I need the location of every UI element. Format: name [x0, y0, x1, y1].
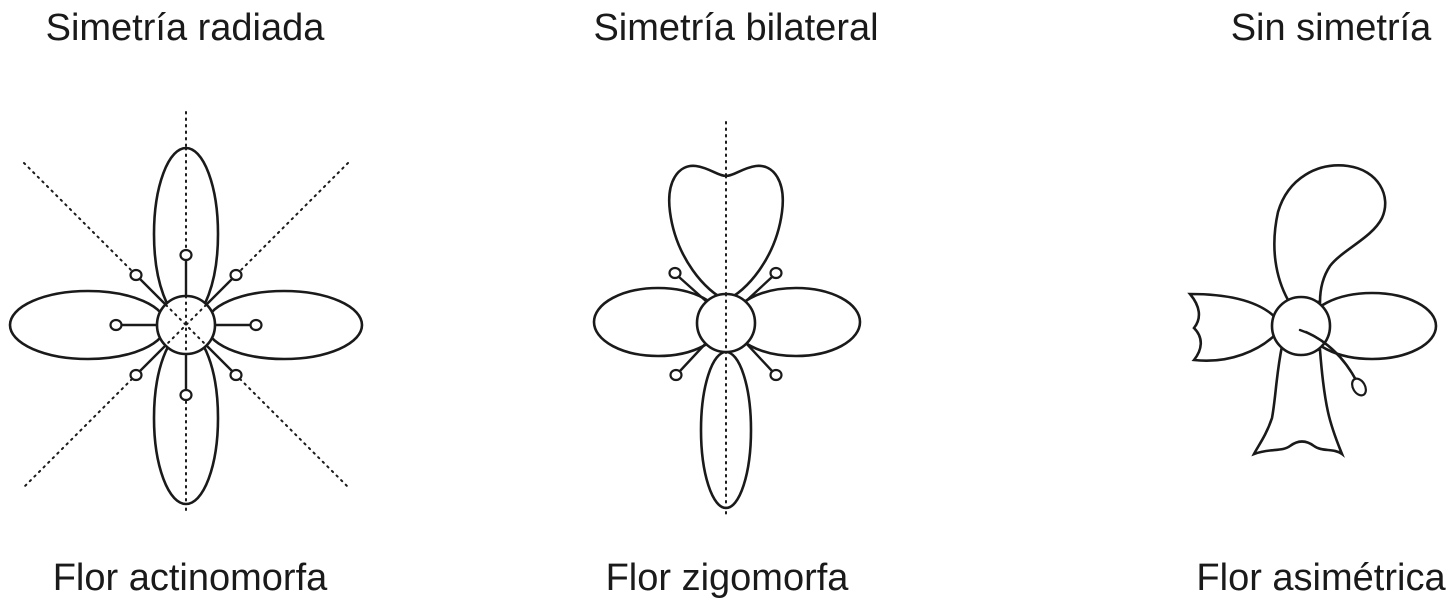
anther [229, 268, 243, 282]
panel-title: Sin simetría [1230, 7, 1432, 49]
anther [1351, 377, 1367, 397]
petal-top-curled [1273, 164, 1387, 304]
anther [129, 268, 143, 282]
panel-caption: Flor actinomorfa [52, 557, 328, 599]
anther [129, 368, 143, 382]
panel-title: Simetría bilateral [593, 7, 879, 49]
anther [769, 266, 783, 280]
petal-bottom-frilled [1251, 344, 1345, 458]
anther [249, 318, 263, 332]
anther [668, 266, 682, 280]
anther [109, 318, 123, 332]
panel-bilateral-symmetry: Simetría bilateral Flor zigomorfa [560, 0, 900, 609]
stamen [1298, 328, 1367, 397]
anther [179, 248, 193, 262]
flower-center [1270, 295, 1332, 357]
panel-caption: Flor zigomorfa [605, 557, 849, 599]
anther [179, 388, 193, 402]
zygomorphic-flower-drawing [592, 121, 862, 519]
asymmetric-flower-drawing [1187, 164, 1438, 458]
panel-radial-symmetry: Simetría radiada [0, 0, 380, 609]
anther [669, 368, 683, 382]
panel-title: Simetría radiada [45, 7, 325, 49]
stamens [109, 248, 263, 402]
petal-left-bowtie [1187, 292, 1278, 362]
actinomorphic-flower-drawing [8, 111, 364, 511]
panel-caption: Flor asimétrica [1196, 557, 1446, 599]
anther [769, 368, 783, 382]
anther [229, 368, 243, 382]
panel-no-symmetry: Sin simetría Flor asimétrica [1160, 0, 1450, 609]
stamens [668, 266, 783, 382]
